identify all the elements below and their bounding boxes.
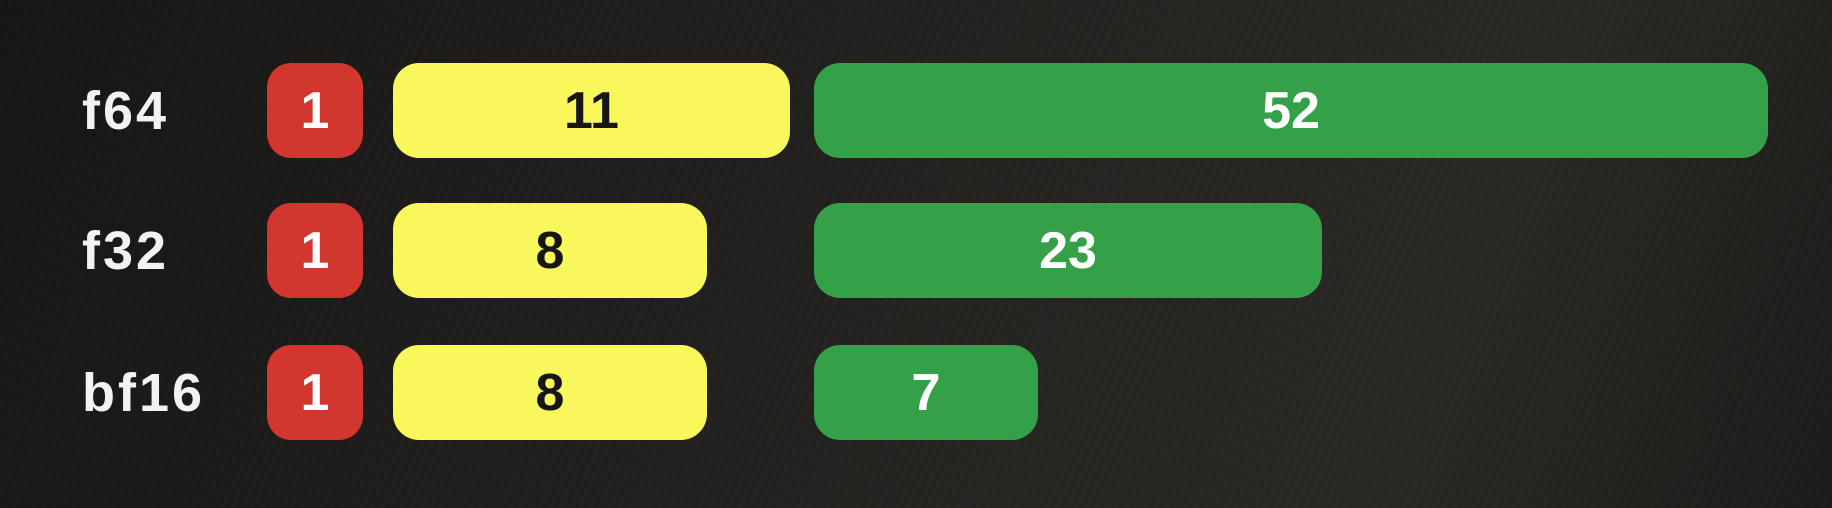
format-label-bf16: bf16 xyxy=(82,362,206,423)
exponent-bits-box: 8 xyxy=(393,203,707,298)
format-row-f32: f32 1 8 23 xyxy=(0,203,1832,298)
sign-bit-box: 1 xyxy=(267,63,363,158)
format-label-f32: f32 xyxy=(82,220,170,281)
format-label-f64: f64 xyxy=(82,80,170,141)
exponent-bits-box: 11 xyxy=(393,63,790,158)
format-row-bf16: bf16 1 8 7 xyxy=(0,345,1832,440)
mantissa-bits-box: 52 xyxy=(814,63,1768,158)
exponent-bits-box: 8 xyxy=(393,345,707,440)
sign-bit-box: 1 xyxy=(267,203,363,298)
mantissa-bits-box: 23 xyxy=(814,203,1322,298)
sign-bit-box: 1 xyxy=(267,345,363,440)
mantissa-bits-box: 7 xyxy=(814,345,1038,440)
format-row-f64: f64 1 11 52 xyxy=(0,63,1832,158)
